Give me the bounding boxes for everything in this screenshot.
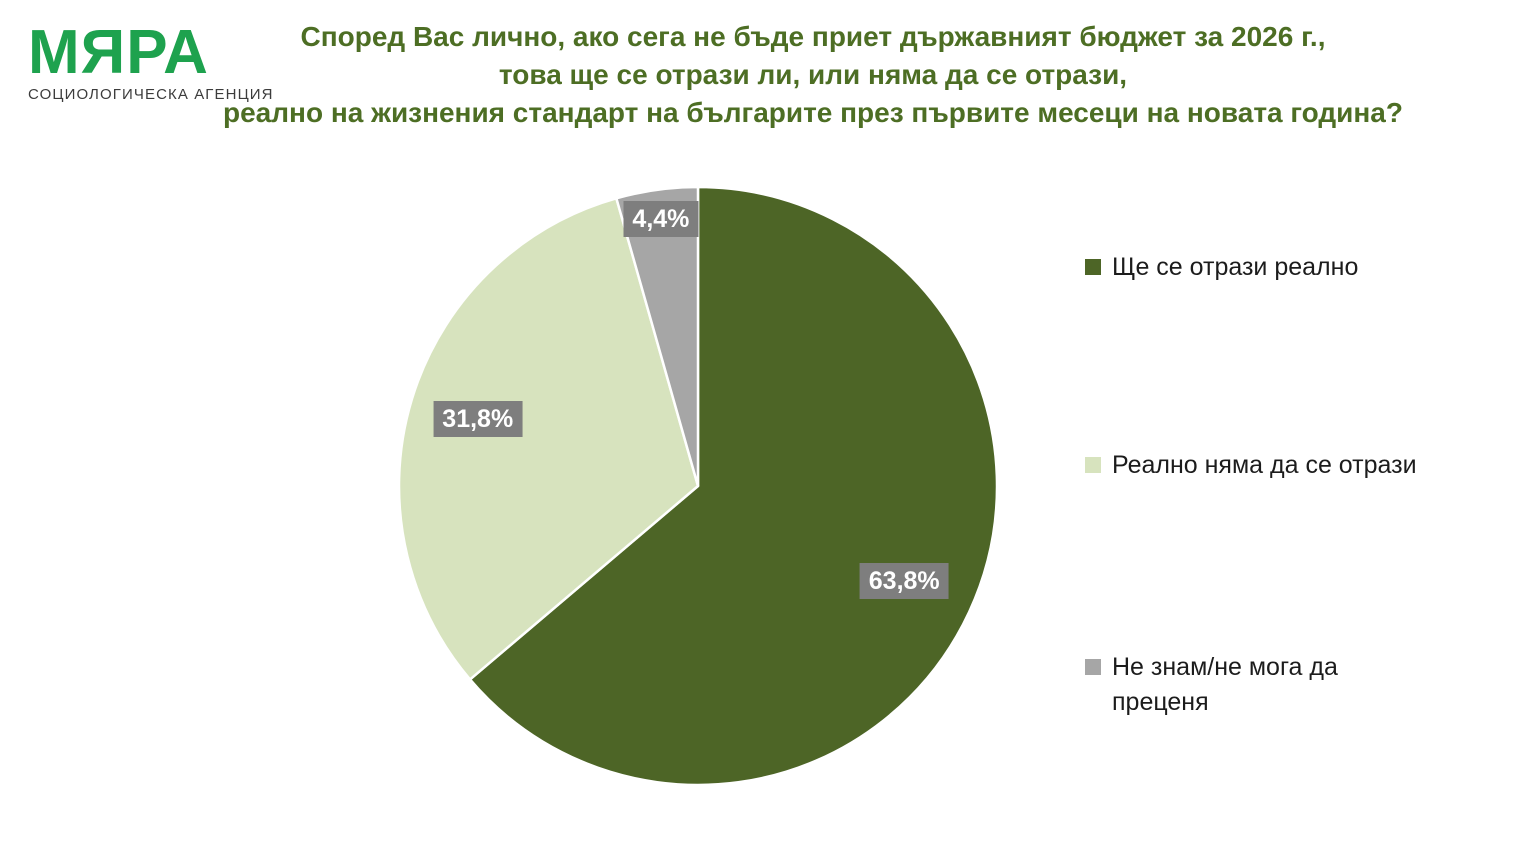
legend-marker-gray — [1085, 659, 1101, 675]
pie-slice-2 — [615, 185, 700, 488]
legend-label: Ще се отрази реално — [1112, 253, 1359, 281]
pie-slice-0 — [468, 185, 999, 787]
legend-item-will-not-affect: Реално няма да се отрази — [1085, 448, 1422, 483]
pie-data-label-2: 4,4% — [623, 201, 699, 238]
chart-title-line-1: Според Вас лично, ако сега не бъде приет… — [300, 21, 1326, 52]
logo-text: МЯРА — [28, 18, 209, 87]
chart-title: Според Вас лично, ако сега не бъде приет… — [100, 18, 1526, 132]
logo-subtitle: СОЦИОЛОГИЧЕСКА АГЕНЦИЯ — [28, 86, 274, 103]
legend-marker-dark-green — [1085, 259, 1101, 275]
legend-label: Не знам/не мога да преценя — [1112, 653, 1338, 716]
chart-title-line-3: реално на жизнения стандарт на българите… — [223, 97, 1403, 128]
legend-item-will-affect: Ще се отрази реално — [1085, 250, 1422, 285]
legend-label: Реално няма да се отрази — [1112, 451, 1417, 479]
legend-item-dont-know: Не знам/не мога да преценя — [1085, 650, 1422, 720]
pie-data-label-0: 63,8% — [859, 563, 949, 600]
pie-chart: 63,8% 31,8% 4,4% — [396, 184, 1000, 788]
legend: Ще се отрази реално Реално няма да се от… — [1085, 0, 1485, 865]
legend-marker-light-green — [1085, 457, 1101, 473]
chart-title-line-2: това ще се отрази ли, или няма да се отр… — [498, 59, 1128, 90]
pie-data-label-1: 31,8% — [433, 400, 523, 437]
pie-slice-1 — [397, 197, 700, 681]
agency-logo: МЯРА СОЦИОЛОГИЧЕСКА АГЕНЦИЯ — [28, 18, 274, 104]
pie-svg — [397, 185, 999, 787]
